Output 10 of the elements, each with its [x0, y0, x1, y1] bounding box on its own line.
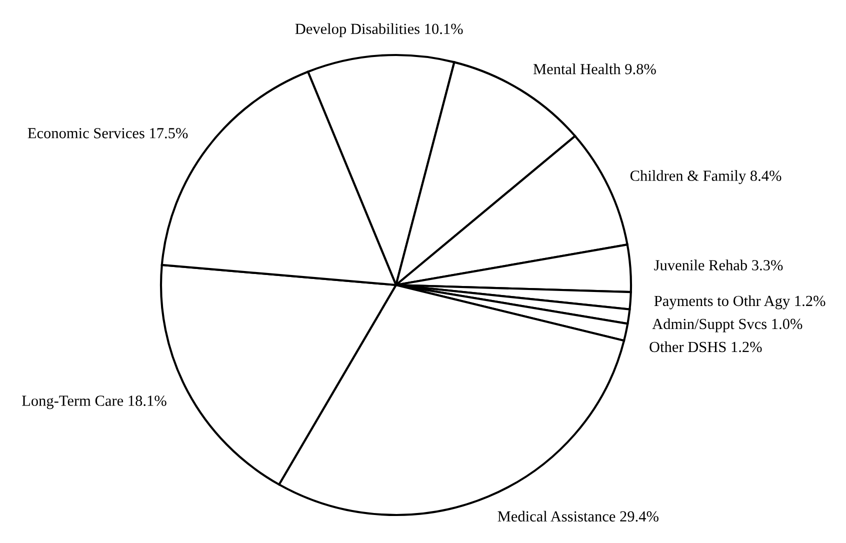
slice-label: Medical Assistance 29.4%	[498, 510, 658, 522]
slice-label: Children & Family 8.4%	[630, 170, 782, 184]
slice-label: Develop Disabilities 10.1%	[295, 23, 463, 38]
slice-label: Economic Services 17.5%	[28, 128, 188, 138]
slice-label: Mental Health 9.8%	[533, 64, 656, 74]
slice-label: Long-Term Care 18.1%	[22, 396, 166, 410]
slice-label: Admin/Suppt Svcs 1.0%	[652, 318, 802, 332]
slice-label: Payments to Othr Agy 1.2%	[654, 295, 826, 310]
slice-label: Juvenile Rehab 3.3%	[654, 260, 783, 270]
slice-label: Other DSHS 1.2%	[650, 341, 762, 352]
